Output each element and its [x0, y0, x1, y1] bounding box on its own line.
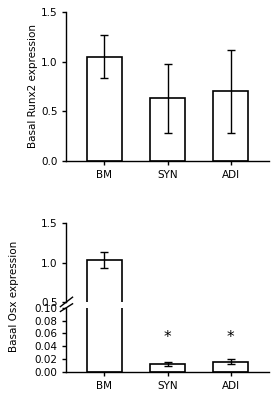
Bar	[87, 57, 122, 161]
Bar	[87, 0, 122, 372]
Y-axis label: Basal Runx2 expression: Basal Runx2 expression	[28, 24, 38, 148]
Text: Basal Osx expression: Basal Osx expression	[9, 240, 19, 352]
Bar	[213, 91, 248, 161]
Bar	[87, 260, 122, 341]
Bar	[150, 364, 185, 372]
Text: *: *	[164, 330, 171, 345]
Bar	[213, 362, 248, 372]
Bar	[150, 98, 185, 161]
Bar	[213, 340, 248, 341]
Text: *: *	[227, 330, 235, 345]
Bar	[150, 340, 185, 341]
